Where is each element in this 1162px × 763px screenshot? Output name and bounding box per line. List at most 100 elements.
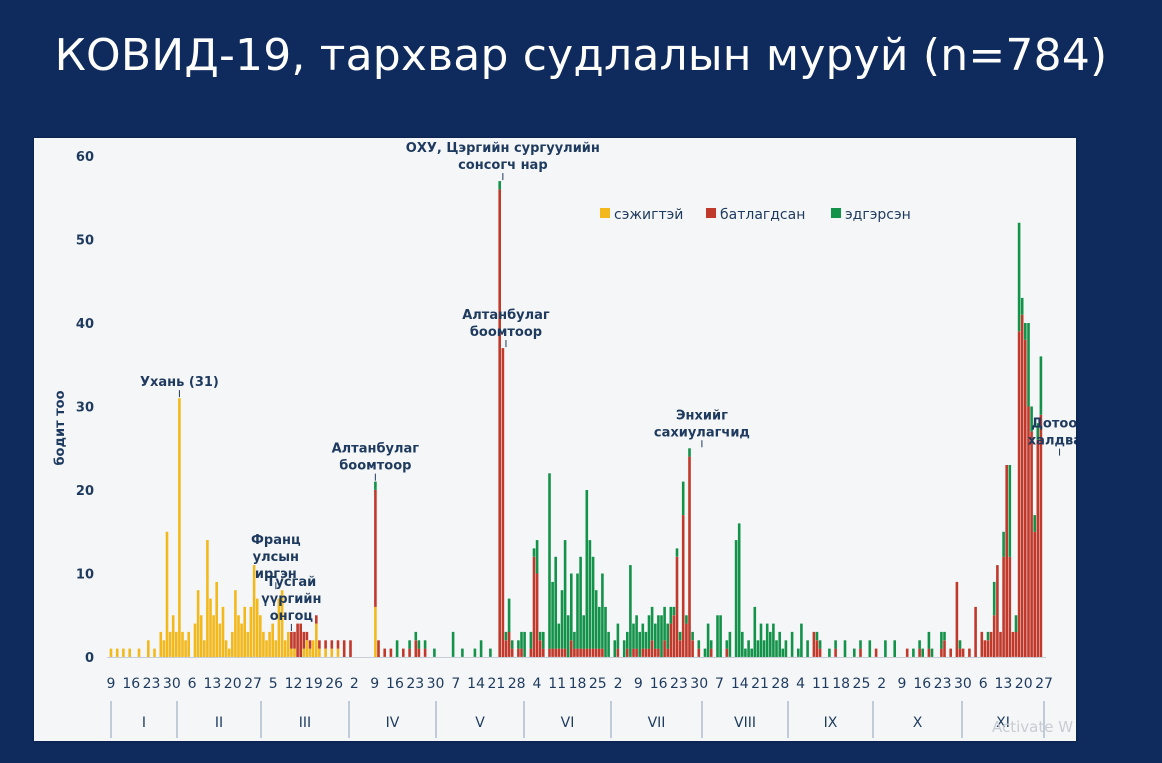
bar-segment bbox=[675, 548, 679, 557]
bar-segment bbox=[461, 648, 464, 657]
annotation-label: Франц bbox=[251, 533, 301, 548]
bar-segment bbox=[968, 648, 971, 657]
bar-segment bbox=[927, 631, 931, 649]
bar-segment bbox=[1020, 297, 1024, 315]
bar-segment bbox=[859, 648, 862, 657]
x-tick-label: 7 bbox=[715, 676, 724, 692]
annotation-label: Ухань (31) bbox=[140, 375, 219, 390]
legend: сэжигтэй батлагдсан эдгэрсэн bbox=[600, 207, 911, 223]
bar-segment bbox=[240, 623, 243, 657]
x-tick-label: 19 bbox=[305, 676, 323, 692]
bar-segment bbox=[1017, 222, 1021, 332]
bar-segment bbox=[775, 640, 778, 657]
bar-segment bbox=[992, 581, 996, 616]
bar-segment bbox=[588, 540, 592, 649]
bar-segment bbox=[330, 648, 334, 657]
bar-segment bbox=[725, 640, 729, 649]
bar-segment bbox=[691, 631, 694, 641]
bar-segment bbox=[818, 648, 822, 657]
bar-segment bbox=[626, 648, 629, 657]
bar-segment bbox=[159, 631, 163, 657]
x-tick-label: 2 bbox=[350, 676, 359, 692]
bar-segment bbox=[685, 623, 688, 657]
bar-segment bbox=[451, 631, 455, 657]
bar-segment bbox=[171, 615, 175, 658]
bar-segment bbox=[402, 648, 405, 657]
annotation-label: улсын bbox=[253, 550, 299, 565]
bar-segment bbox=[1036, 439, 1040, 657]
bar-segment bbox=[501, 348, 505, 657]
bar-segment bbox=[311, 640, 315, 657]
bar-segment bbox=[815, 640, 819, 657]
bar-segment bbox=[570, 640, 573, 657]
x-tick-label: 26 bbox=[325, 676, 343, 692]
legend-swatch bbox=[831, 208, 841, 218]
bar-segment bbox=[218, 623, 222, 657]
bar-segment bbox=[940, 631, 943, 649]
x-tick-label: 20 bbox=[224, 676, 242, 692]
bar-segment bbox=[178, 398, 181, 657]
bar-segment bbox=[563, 540, 567, 649]
bar-segment bbox=[765, 623, 769, 657]
bar-segment bbox=[520, 648, 523, 657]
bar-segment bbox=[762, 640, 766, 657]
bar-segment bbox=[678, 640, 682, 657]
bar-segment bbox=[598, 648, 601, 657]
bar-segment bbox=[196, 590, 200, 657]
bar-segment bbox=[417, 648, 421, 657]
bar-segment bbox=[147, 640, 150, 657]
bar-segment bbox=[800, 623, 803, 657]
x-tick-label: 16 bbox=[122, 676, 140, 692]
bar-segment bbox=[255, 598, 259, 657]
month-label: I bbox=[142, 715, 146, 731]
x-tick-label: 30 bbox=[690, 676, 708, 692]
bar-segment bbox=[638, 631, 641, 657]
bar-segment bbox=[548, 473, 551, 649]
legend-swatch bbox=[706, 208, 716, 218]
month-label: XI bbox=[996, 715, 1010, 731]
bar-segment bbox=[560, 648, 564, 657]
bar-segment bbox=[650, 640, 654, 657]
bar-segment bbox=[669, 606, 673, 624]
bar-segment bbox=[570, 573, 573, 641]
bar-segment bbox=[489, 648, 492, 657]
bar-segment bbox=[940, 648, 943, 657]
bar-segment bbox=[336, 648, 340, 657]
bar-segment bbox=[930, 648, 934, 657]
bar-segment bbox=[741, 631, 744, 657]
bar-segment bbox=[591, 648, 595, 657]
y-tick-label: 40 bbox=[76, 317, 94, 332]
bar-segment bbox=[504, 631, 508, 641]
bar-segment bbox=[1008, 556, 1012, 657]
month-label: X bbox=[913, 715, 923, 731]
bar-segment bbox=[203, 640, 206, 657]
bar-segment bbox=[585, 648, 589, 657]
bar-segment bbox=[685, 615, 688, 624]
bar-segment bbox=[983, 640, 987, 657]
bar-segment bbox=[927, 648, 931, 657]
bar-segment bbox=[551, 648, 554, 657]
bar-segment bbox=[666, 648, 669, 657]
bar-segment bbox=[221, 606, 225, 657]
bar-segment bbox=[859, 640, 862, 649]
bar-segment bbox=[1002, 531, 1005, 557]
legend-swatch bbox=[600, 208, 610, 218]
bar-segment bbox=[576, 648, 579, 657]
bar-segment bbox=[383, 648, 386, 657]
bar-segment bbox=[1024, 339, 1027, 657]
bar-segment bbox=[905, 648, 909, 657]
bar-segment bbox=[224, 640, 228, 657]
bar-segment bbox=[209, 598, 212, 657]
bar-segment bbox=[109, 648, 113, 657]
bar-segment bbox=[784, 640, 788, 657]
x-tick-label: 18 bbox=[832, 676, 850, 692]
bar-segment bbox=[635, 615, 638, 649]
bar-segment bbox=[423, 648, 427, 657]
bar-segment bbox=[554, 648, 557, 657]
bar-segment bbox=[949, 648, 952, 657]
bar-segment bbox=[1033, 515, 1036, 532]
bar-segment bbox=[137, 648, 141, 657]
bar-segment bbox=[215, 581, 218, 657]
bar-segment bbox=[681, 481, 685, 515]
